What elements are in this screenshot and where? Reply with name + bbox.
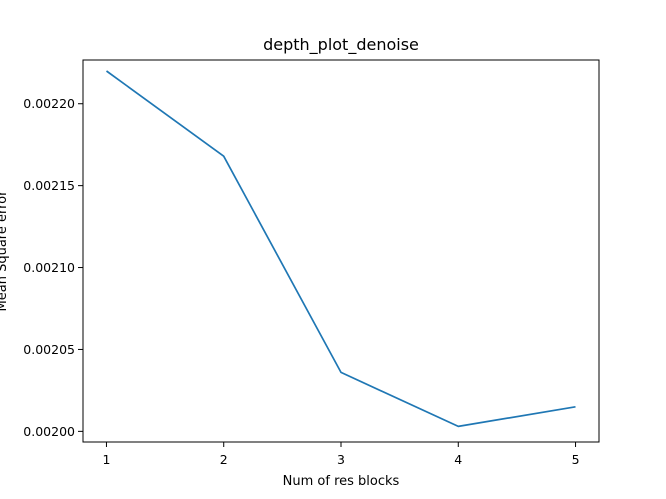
x-axis: 1 2 3 4 5	[102, 442, 580, 467]
data-points	[106, 70, 576, 427]
y-axis: 0.00200 0.00205 0.00210 0.00215 0.00220	[23, 96, 83, 439]
y-tick-label: 0.00205	[23, 342, 75, 357]
x-axis-label: Num of res blocks	[283, 474, 400, 489]
x-tick-label: 5	[572, 452, 580, 467]
series-line	[106, 70, 576, 428]
y-tick-label: 0.00215	[23, 178, 75, 193]
y-tick-label: 0.00200	[23, 424, 75, 439]
y-axis-label: Mean Square error	[0, 190, 10, 312]
y-tick-label: 0.00220	[23, 96, 75, 111]
x-tick-label: 3	[337, 452, 345, 467]
y-tick-label: 0.00210	[23, 260, 75, 275]
x-tick-label: 4	[454, 452, 462, 467]
x-tick-label: 2	[220, 452, 228, 467]
plot-frame	[82, 59, 600, 443]
x-tick-label: 1	[102, 452, 110, 467]
chart-title: depth_plot_denoise	[263, 35, 419, 55]
